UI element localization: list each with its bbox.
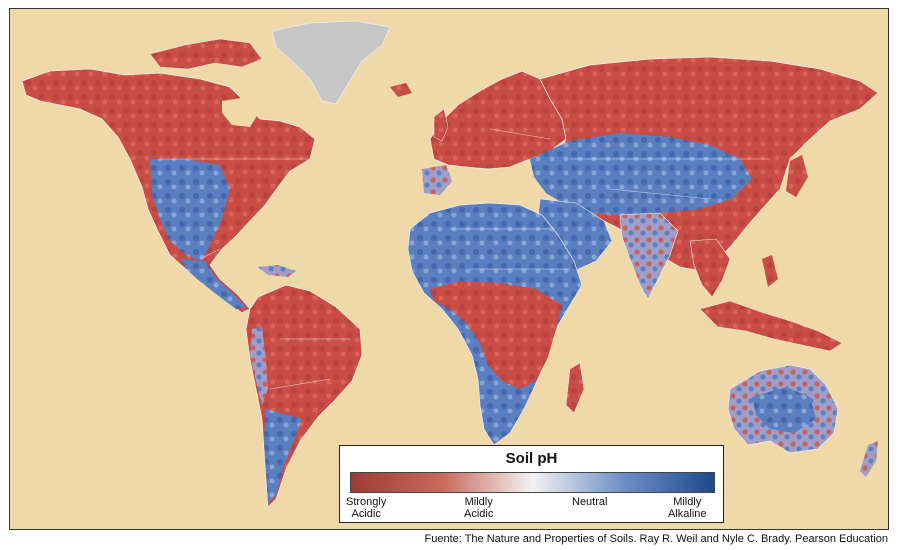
india [619,212,679,300]
caribbean-islands [258,265,296,277]
legend-label-strongly-acidic: Strongly Acidic [346,496,387,520]
southeast-asia [689,238,731,298]
japan [786,155,808,197]
iceland [390,83,412,97]
philippines [762,255,778,287]
western-us-alkaline [150,159,230,261]
madagascar [565,362,585,414]
indonesia [699,300,843,352]
iberia [422,165,452,195]
new-zealand [860,441,878,477]
soil-ph-map [9,8,889,530]
hudson-bay [222,97,260,127]
legend-title: Soil pH [505,450,558,467]
british-isles [433,108,449,142]
world-map-svg [10,9,888,529]
southern-cone-alkaline [264,409,302,503]
central-africa-acidic [430,281,562,389]
central-asia-alkaline [530,133,752,215]
legend-label-neutral: Neutral [572,496,608,508]
greenland-landmass [271,20,391,105]
country-borders [160,128,770,390]
legend-label-mildly-acidic: Mildly Acidic [464,496,494,520]
mexico-alkaline [180,259,246,309]
arctic-islands [149,38,263,70]
legend-gradient-bar [350,472,715,493]
legend-label-mildly-alkaline: Mildly Alkaline [668,496,707,520]
source-caption: Fuente: The Nature and Properties of Soi… [424,533,888,545]
australia-interior-alkaline [752,387,816,433]
legend-box: Soil pH Strongly Acidic Mildly Acidic Ne… [339,445,724,523]
andes-mix [250,327,268,405]
